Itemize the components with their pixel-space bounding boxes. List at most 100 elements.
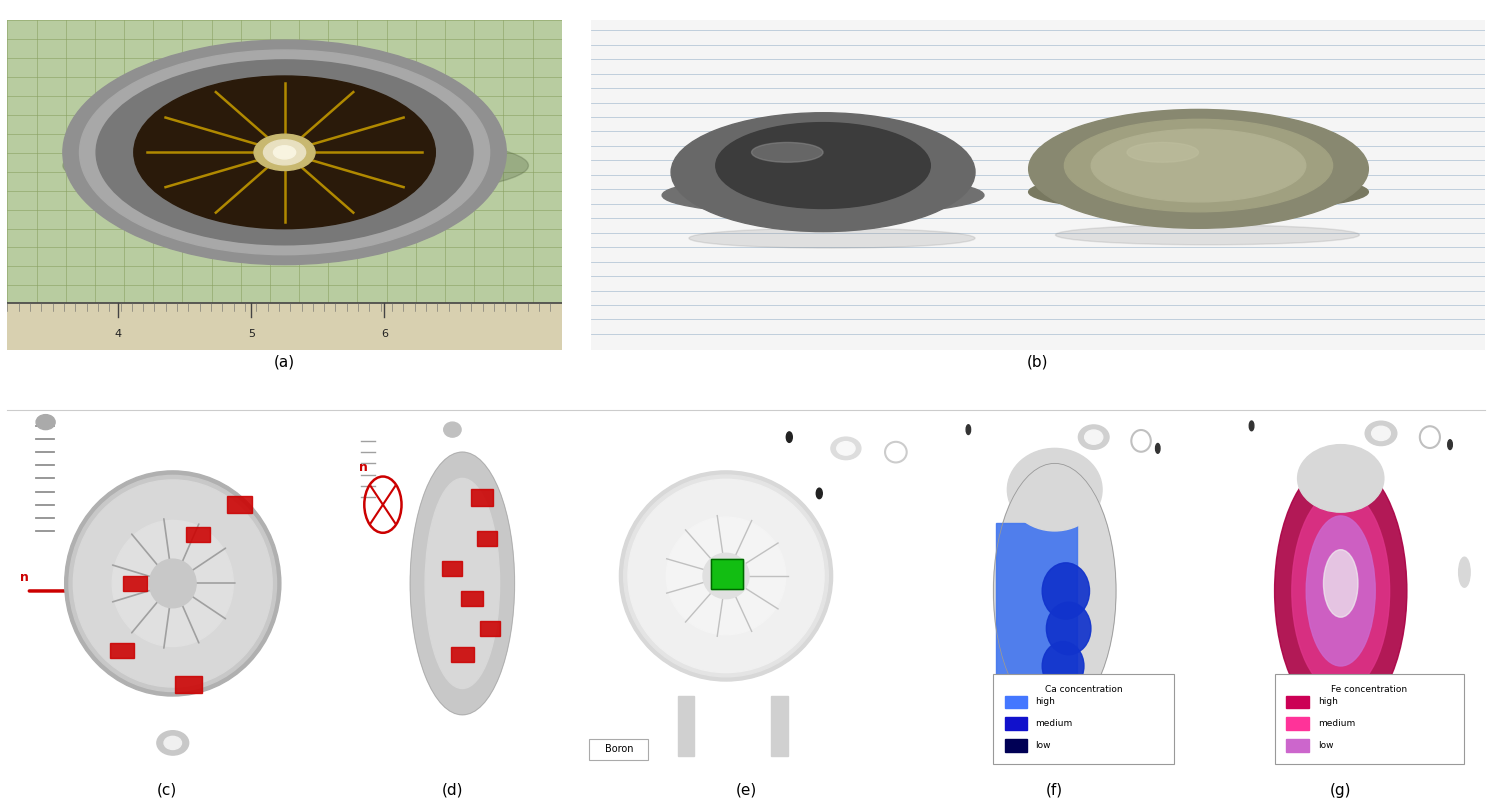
- Ellipse shape: [1126, 143, 1198, 162]
- Bar: [1004, 718, 1026, 730]
- Ellipse shape: [64, 471, 280, 696]
- Bar: [477, 531, 497, 546]
- Ellipse shape: [443, 422, 461, 437]
- Ellipse shape: [994, 463, 1116, 719]
- Ellipse shape: [63, 40, 506, 264]
- Ellipse shape: [816, 488, 822, 499]
- X-axis label: (d): (d): [442, 783, 463, 798]
- Bar: [1286, 718, 1308, 730]
- Text: Fe concentration: Fe concentration: [1331, 684, 1407, 693]
- Ellipse shape: [786, 432, 792, 442]
- Circle shape: [273, 146, 295, 159]
- Ellipse shape: [671, 113, 974, 232]
- Bar: [1362, 711, 1377, 756]
- Bar: [480, 621, 500, 636]
- Text: low: low: [1035, 740, 1050, 749]
- Ellipse shape: [1085, 430, 1103, 444]
- Ellipse shape: [689, 228, 974, 248]
- Ellipse shape: [716, 122, 931, 208]
- Bar: [1079, 707, 1092, 756]
- Ellipse shape: [1091, 129, 1306, 202]
- Ellipse shape: [752, 143, 824, 162]
- Ellipse shape: [831, 437, 861, 460]
- Ellipse shape: [619, 471, 833, 681]
- Ellipse shape: [112, 521, 233, 646]
- Ellipse shape: [410, 453, 515, 714]
- Ellipse shape: [1046, 603, 1091, 654]
- Ellipse shape: [662, 175, 983, 215]
- Ellipse shape: [1323, 550, 1358, 617]
- Text: n: n: [21, 571, 28, 585]
- Bar: [1286, 739, 1308, 752]
- Text: 5: 5: [248, 329, 255, 339]
- Bar: [1286, 696, 1308, 708]
- Bar: [175, 676, 203, 693]
- Ellipse shape: [1043, 642, 1085, 690]
- Text: Boron: Boron: [604, 744, 633, 754]
- Ellipse shape: [69, 475, 276, 692]
- Ellipse shape: [1028, 109, 1368, 228]
- Ellipse shape: [149, 559, 195, 607]
- Bar: [997, 523, 1077, 711]
- Bar: [122, 576, 146, 591]
- Bar: [589, 739, 648, 760]
- Ellipse shape: [1447, 440, 1452, 449]
- Ellipse shape: [1155, 444, 1159, 453]
- Ellipse shape: [624, 475, 828, 677]
- Ellipse shape: [628, 479, 824, 672]
- Ellipse shape: [1365, 421, 1397, 445]
- Ellipse shape: [1459, 557, 1470, 587]
- Text: low: low: [1317, 740, 1334, 749]
- Ellipse shape: [1064, 119, 1332, 212]
- Bar: [461, 591, 483, 606]
- Ellipse shape: [667, 517, 786, 635]
- Ellipse shape: [1371, 427, 1391, 440]
- Ellipse shape: [95, 60, 473, 245]
- Ellipse shape: [1292, 490, 1389, 693]
- Ellipse shape: [1047, 676, 1085, 717]
- Circle shape: [254, 134, 315, 170]
- X-axis label: (a): (a): [275, 354, 295, 370]
- Text: n: n: [360, 461, 369, 474]
- Ellipse shape: [1007, 448, 1103, 531]
- Bar: [186, 527, 210, 543]
- Bar: [110, 643, 134, 659]
- X-axis label: (c): (c): [157, 783, 176, 798]
- Text: 4: 4: [115, 329, 122, 339]
- Bar: [712, 559, 743, 589]
- X-axis label: (f): (f): [1046, 783, 1064, 798]
- Ellipse shape: [1306, 516, 1376, 666]
- Bar: [1274, 673, 1465, 763]
- Text: medium: medium: [1317, 719, 1355, 728]
- Ellipse shape: [1043, 563, 1089, 619]
- Bar: [1004, 696, 1026, 708]
- Bar: [771, 696, 788, 756]
- Ellipse shape: [425, 478, 500, 689]
- Ellipse shape: [1028, 172, 1368, 212]
- Ellipse shape: [79, 50, 489, 255]
- Text: medium: medium: [1035, 719, 1073, 728]
- Ellipse shape: [63, 132, 528, 200]
- Text: high: high: [1035, 697, 1055, 706]
- Bar: [227, 496, 252, 513]
- Bar: [471, 489, 494, 505]
- X-axis label: (b): (b): [1026, 354, 1049, 370]
- Ellipse shape: [164, 736, 182, 749]
- X-axis label: (g): (g): [1329, 783, 1352, 798]
- Bar: [1004, 739, 1026, 752]
- Bar: [712, 559, 743, 589]
- Ellipse shape: [1274, 460, 1407, 723]
- Ellipse shape: [1079, 425, 1109, 449]
- Ellipse shape: [134, 76, 436, 229]
- Bar: [994, 673, 1174, 763]
- Text: Ca concentration: Ca concentration: [1046, 684, 1123, 693]
- Ellipse shape: [1298, 444, 1385, 513]
- Ellipse shape: [157, 731, 188, 755]
- X-axis label: (e): (e): [736, 783, 756, 798]
- Ellipse shape: [1249, 421, 1253, 431]
- Bar: [443, 561, 463, 576]
- Circle shape: [264, 139, 306, 165]
- Ellipse shape: [703, 553, 749, 599]
- Ellipse shape: [36, 414, 55, 430]
- Bar: [677, 696, 694, 756]
